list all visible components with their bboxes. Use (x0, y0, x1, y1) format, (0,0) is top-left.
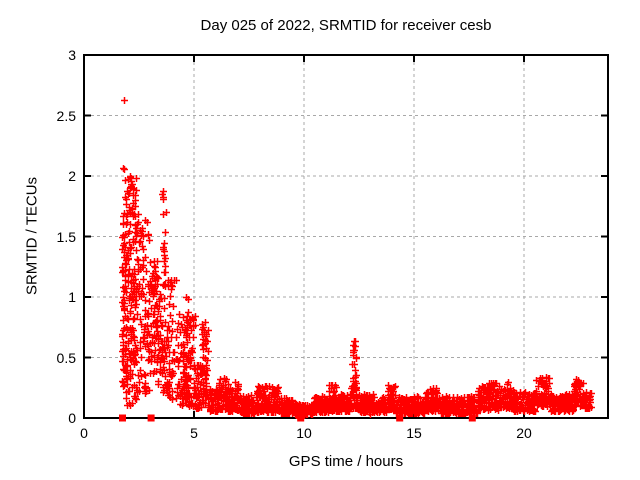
y-tick-label: 2.5 (56, 107, 76, 124)
x-tick-label: 5 (190, 425, 198, 441)
zero-marker (297, 414, 305, 422)
y-tick-label: 1 (68, 289, 76, 305)
x-tick-label: 15 (406, 425, 422, 441)
x-axis-title: GPS time / hours (288, 453, 404, 470)
chart-title: Day 025 of 2022, SRMTID for receiver ces… (200, 17, 492, 34)
zero-marker (468, 414, 476, 422)
x-tick-label: 0 (80, 425, 88, 441)
y-tick-label: 1.5 (56, 228, 76, 245)
y-tick-label: 0 (68, 410, 76, 426)
data-points (119, 97, 595, 420)
x-tick-label: 10 (296, 425, 312, 441)
zero-marker (147, 414, 155, 422)
y-tick-label: 3 (68, 47, 76, 63)
zero-marker (119, 414, 126, 422)
zero-marker (396, 414, 404, 422)
y-tick-label: 2 (68, 168, 76, 184)
y-tick-label: 0.5 (56, 349, 76, 366)
x-tick-label: 20 (516, 425, 532, 441)
